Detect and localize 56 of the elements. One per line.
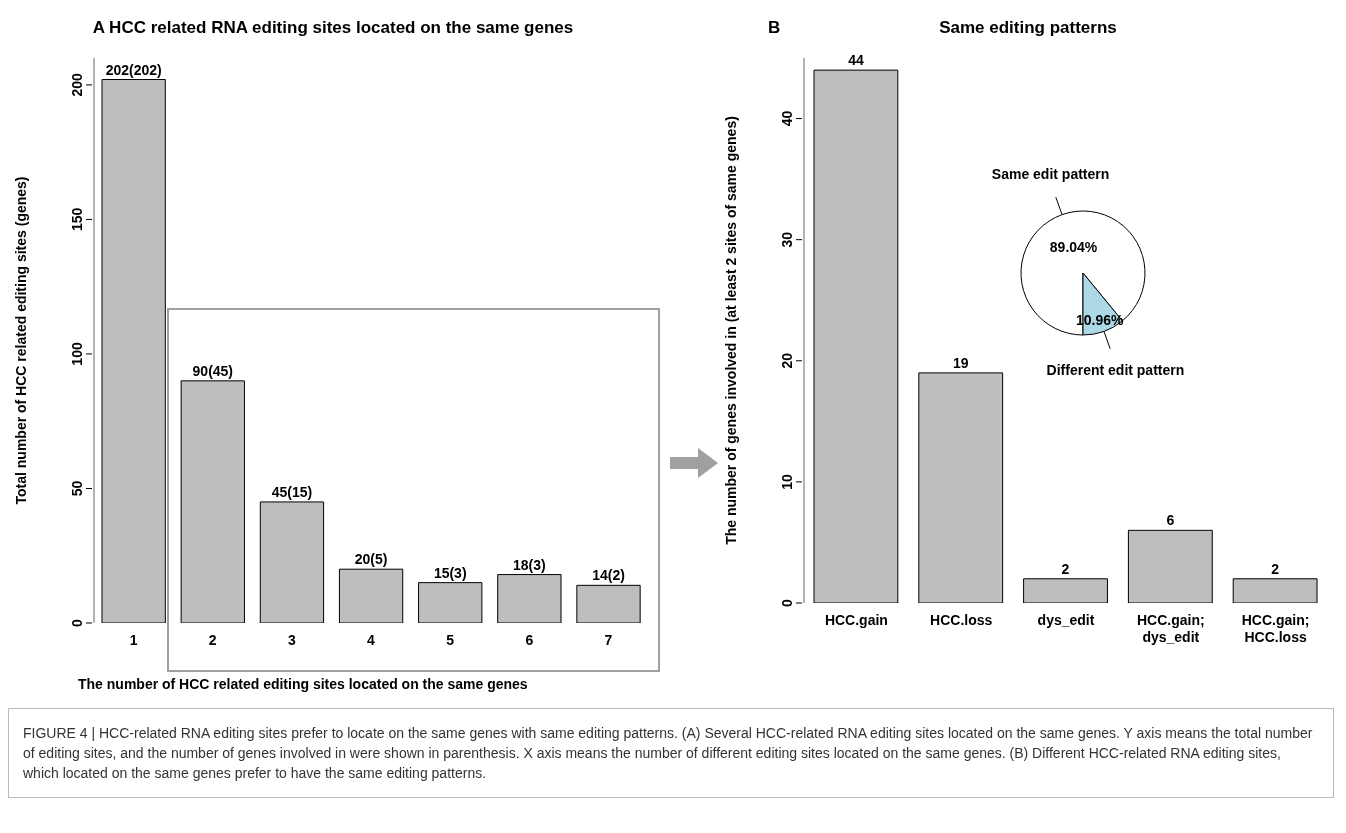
- x-tick-label: 6: [525, 632, 534, 648]
- bar: [1023, 578, 1108, 603]
- y-tick-label: 150: [69, 207, 85, 232]
- bar: [338, 568, 404, 623]
- y-tick-label: 200: [69, 73, 85, 97]
- data-label: 2: [1061, 560, 1070, 577]
- x-tick-label: 2: [208, 632, 217, 648]
- data-label: 89.04%: [1049, 238, 1098, 255]
- text: B: [768, 18, 781, 38]
- y-tick-label: 100: [69, 342, 85, 366]
- slice-label: Same edit pattern: [991, 165, 1110, 182]
- bar: [418, 582, 483, 623]
- data-label: 14(2): [592, 567, 625, 584]
- bar: [1127, 529, 1213, 603]
- data-label: 20(5): [354, 551, 388, 568]
- y-axis-title: The number of genes involved in (at least 2 sites of same genes): [722, 116, 739, 545]
- y-tick-label: 50: [69, 480, 85, 497]
- x-axis-title: The number of HCC related editing sites located on the same genes: [78, 676, 529, 692]
- y-tick-label: 20: [779, 352, 795, 369]
- caption: FIGURE 4 | HCC-related RNA editing sites prefer to locate on the same genes with same editing patterns. (A) Several HCC-related RNA editing sites located on the same genes. Y axis means the total number of editing sites, and the number of genes involved in were shown in parenthesis. X axis means the number of different editing sites located on the same genes. (B) Different HCC-related RNA editing sites, which located on the same genes prefer to have the same editing patterns.: [23, 724, 1314, 783]
- y-tick-label: 0: [779, 598, 795, 607]
- data-label: 90(45): [192, 362, 234, 379]
- bar: [180, 380, 245, 623]
- x-tick-label: 5: [446, 632, 455, 648]
- bar: [259, 501, 325, 623]
- bar: [576, 584, 641, 623]
- data-label: 15(3): [433, 564, 467, 581]
- bar: [813, 69, 899, 603]
- x-tick-label: 1: [129, 632, 138, 648]
- y-tick-label: 40: [779, 110, 795, 127]
- x-tick-label: HCC.gain; HCC.loss: [1241, 612, 1310, 645]
- data-label: 18(3): [513, 556, 546, 573]
- x-tick-label: dys_edit: [1037, 612, 1095, 628]
- x-tick-label: 3: [287, 632, 296, 648]
- bar: [918, 372, 1004, 603]
- chart-title: A HCC related RNA editing sites located on the same genes: [91, 18, 575, 38]
- x-tick-label: HCC.gain: [824, 612, 888, 628]
- data-label: 44: [848, 52, 864, 69]
- y-tick-label: 10: [779, 473, 795, 490]
- y-tick-label: 0: [69, 618, 85, 627]
- data-label: 45(15): [271, 483, 313, 500]
- bar: [101, 79, 166, 623]
- data-label: 19: [952, 354, 969, 371]
- y-axis-title: Total number of HCC related editing sites (genes): [12, 176, 29, 505]
- chart-title: Same editing patterns: [939, 18, 1117, 37]
- data-label: 2: [1271, 560, 1280, 577]
- x-tick-label: HCC.gain; dys_edit: [1136, 612, 1205, 645]
- y-tick-label: 30: [779, 231, 795, 248]
- data-label: 202(202): [105, 61, 162, 78]
- data-label: 6: [1166, 512, 1175, 529]
- slice-label: Different edit pattern: [1046, 362, 1185, 379]
- x-tick-label: 7: [604, 632, 613, 648]
- bar: [497, 574, 562, 623]
- x-tick-label: 4: [367, 632, 376, 648]
- bar: [1232, 578, 1318, 603]
- x-tick-label: HCC.loss: [930, 612, 993, 628]
